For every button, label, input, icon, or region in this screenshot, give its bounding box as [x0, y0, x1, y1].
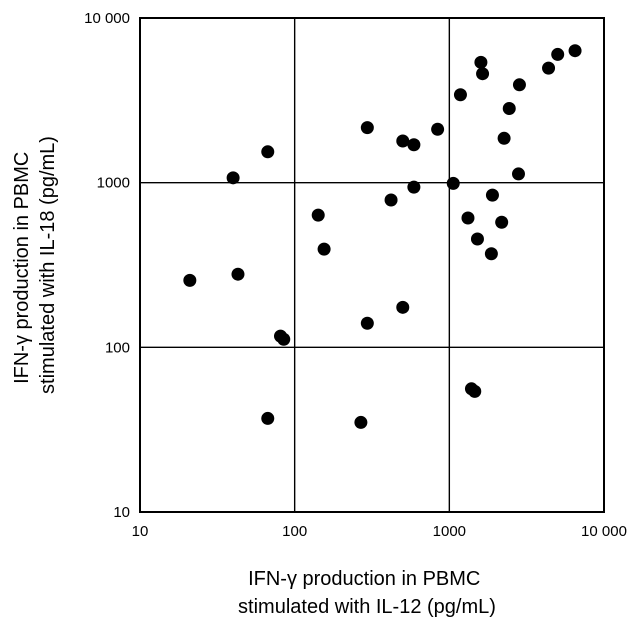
data-point [431, 122, 445, 136]
data-point [360, 121, 374, 135]
data-point [453, 88, 467, 102]
data-point [384, 193, 398, 207]
y-tick-label: 1000 [97, 175, 130, 192]
x-axis-title-line-1: IFN-γ production in PBMC [248, 568, 480, 590]
grid-lines [140, 18, 604, 512]
data-point [568, 44, 582, 58]
data-point [231, 267, 245, 281]
data-point [512, 78, 526, 92]
y-axis-title-line-2: stimulated with IL-18 (pg/mL) [37, 136, 59, 394]
data-point [468, 384, 482, 398]
y-tick-label: 10 000 [84, 10, 130, 27]
plot-area-frame [139, 17, 605, 513]
data-point [226, 171, 240, 185]
data-point [470, 232, 484, 246]
x-tick-label: 100 [282, 523, 307, 540]
data-points [183, 44, 582, 429]
data-point [497, 131, 511, 145]
data-point [261, 411, 275, 425]
data-point [183, 273, 197, 287]
data-point [354, 415, 368, 429]
data-point [396, 300, 410, 314]
axis-ticks: 10 100 1000 10 000 10 100 1000 10 000 [84, 10, 627, 540]
data-point [461, 211, 475, 225]
x-axis-title: IFN-γ production in PBMC stimulated with… [238, 568, 496, 618]
data-point [446, 176, 460, 190]
x-tick-label: 1000 [433, 523, 466, 540]
x-axis-title-line-2: stimulated with IL-12 (pg/mL) [238, 596, 496, 618]
data-point [511, 167, 525, 181]
x-tick-label: 10 000 [581, 523, 627, 540]
data-point [542, 61, 556, 75]
data-point [485, 188, 499, 202]
data-point [261, 145, 275, 159]
data-point [311, 208, 325, 222]
y-tick-label: 100 [105, 339, 130, 356]
data-point [317, 242, 331, 256]
data-point [495, 215, 509, 229]
data-point [407, 180, 421, 194]
data-point [407, 138, 421, 152]
data-point [551, 47, 565, 61]
data-point [474, 55, 488, 69]
x-tick-label: 10 [132, 523, 149, 540]
data-point [502, 102, 516, 116]
data-point [277, 332, 291, 346]
data-point [476, 67, 490, 81]
data-point [360, 316, 374, 330]
data-point [484, 247, 498, 261]
y-axis-title-line-1: IFN-γ production in PBMC [11, 152, 33, 384]
data-point [396, 134, 410, 148]
y-tick-label: 10 [113, 504, 130, 521]
y-axis-title: IFN-γ production in PBMC stimulated with… [11, 136, 59, 394]
